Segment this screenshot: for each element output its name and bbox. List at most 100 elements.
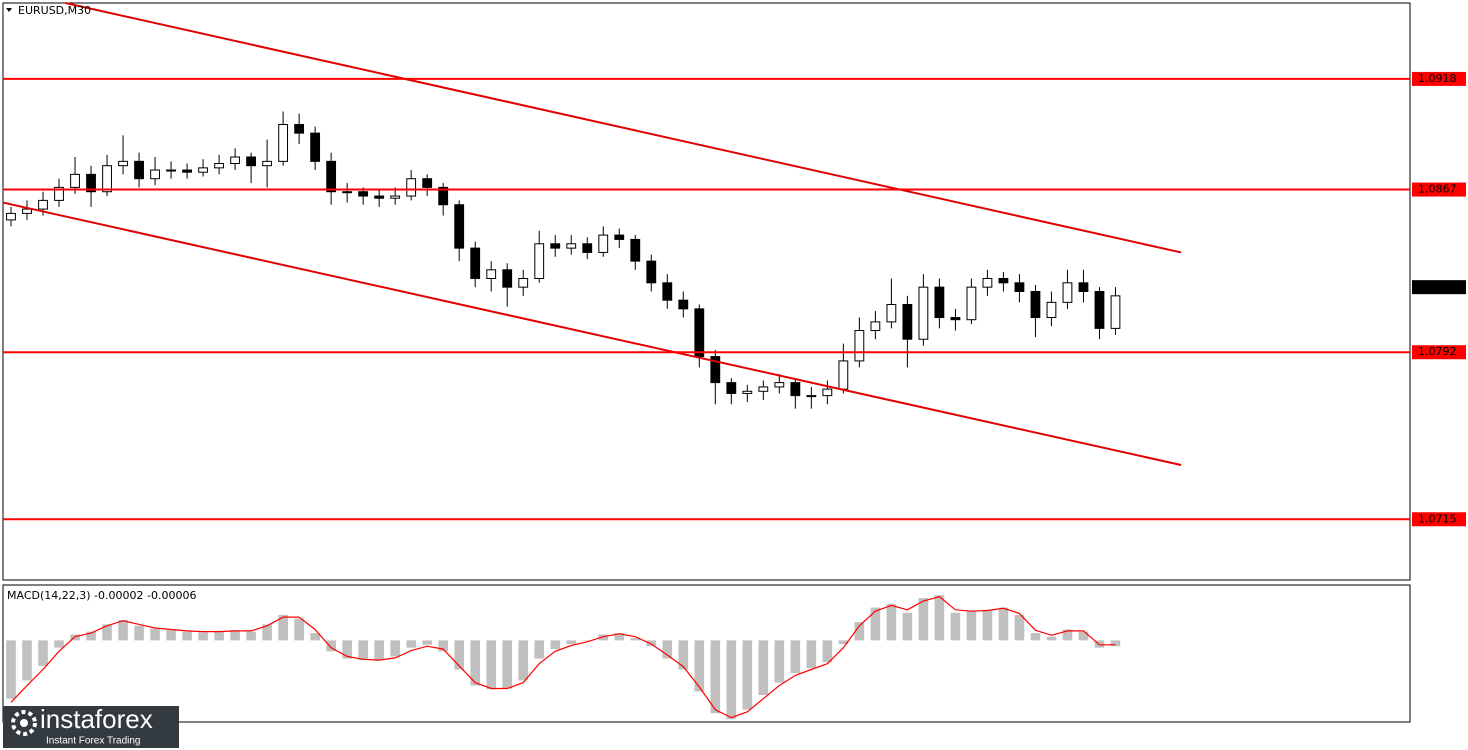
macd-bar: [342, 640, 352, 659]
macd-panel: [2, 584, 1411, 723]
candle-body: [166, 169, 176, 172]
macd-bar: [102, 624, 112, 641]
channel-line: [65, 2, 1182, 254]
candle-body: [1062, 282, 1073, 303]
macd-bar: [550, 640, 561, 650]
candle-body: [630, 238, 641, 262]
macd-bar: [390, 640, 400, 657]
symbol-menu-arrow[interactable]: [6, 8, 12, 12]
candle-body: [902, 304, 913, 340]
candle-body: [950, 317, 961, 321]
macd-bar: [902, 612, 913, 641]
candle-body: [918, 286, 929, 340]
candle-body: [742, 390, 753, 394]
macd-bar: [598, 634, 609, 641]
candle-body: [710, 356, 721, 384]
candle-body: [518, 277, 529, 288]
candle-body: [502, 269, 513, 288]
macd-bar: [1046, 636, 1057, 641]
candle-body: [758, 386, 769, 392]
candle-body: [118, 160, 128, 167]
macd-bar: [966, 611, 977, 641]
macd-bar: [118, 619, 128, 641]
macd-bar: [950, 612, 961, 641]
candle-body: [454, 204, 465, 249]
macd-bar: [230, 630, 240, 641]
macd-bar: [726, 640, 737, 720]
macd-bar: [1014, 614, 1025, 641]
macd-bar: [758, 640, 769, 696]
candle-body: [726, 382, 737, 394]
macd-bar: [326, 640, 336, 652]
candle-body: [134, 160, 144, 180]
candle-body: [150, 169, 160, 180]
macd-bar: [454, 640, 464, 670]
candle-body: [774, 382, 785, 388]
macd-bar: [790, 640, 801, 674]
last-price-box: [1412, 280, 1466, 295]
level-label: 1.0715: [1418, 512, 1457, 525]
candle-body: [966, 286, 977, 321]
macd-bar: [982, 609, 993, 641]
candle-body: [38, 199, 48, 210]
macd-bar: [710, 640, 721, 714]
macd-bar: [582, 640, 593, 641]
macd-bar: [198, 632, 208, 641]
macd-bar: [406, 640, 416, 648]
candle-body: [1110, 295, 1121, 329]
macd-bar: [358, 640, 368, 661]
candle-body: [822, 388, 833, 397]
logo-icon-center: [20, 719, 28, 727]
candle-body: [598, 234, 609, 253]
symbol-title: EURUSD,M30: [18, 4, 91, 17]
candle-body: [390, 195, 401, 199]
candle-body: [294, 123, 305, 134]
level-label: 1.0792: [1418, 345, 1457, 358]
macd-bar: [486, 640, 497, 690]
candle-body: [854, 330, 865, 362]
macd-bar: [262, 624, 272, 641]
macd-bar: [438, 640, 448, 652]
candle-body: [86, 173, 96, 193]
macd-bar: [166, 630, 176, 641]
candle-body: [374, 195, 385, 199]
candle-body: [534, 243, 545, 279]
level-label: 1.0918: [1418, 72, 1457, 85]
candle-body: [934, 286, 945, 319]
logo-name: instaforex: [40, 704, 153, 734]
macd-bar: [374, 640, 384, 661]
level-box: [1412, 512, 1466, 527]
macd-bar: [518, 640, 529, 681]
macd-bar: [998, 607, 1009, 641]
macd-title: MACD(14,22,3) -0.00002 -0.00006: [7, 589, 196, 602]
candle-body: [678, 299, 689, 310]
macd-bar: [294, 618, 304, 641]
macd-bar: [854, 622, 865, 641]
macd-bar: [22, 640, 32, 681]
price-panel: [2, 2, 1411, 581]
marks-layer: [6, 111, 1121, 720]
candle-body: [1094, 291, 1105, 329]
macd-bar: [886, 603, 897, 641]
candle-body: [54, 186, 64, 201]
candle-body: [790, 382, 801, 397]
macd-bar: [566, 640, 577, 645]
last-price-label: 1.0822: [1418, 280, 1457, 293]
candle-body: [358, 191, 369, 197]
candle-body: [694, 308, 705, 358]
macd-bar: [54, 640, 64, 648]
candle-body: [1030, 291, 1041, 319]
signal-line: [10, 596, 1116, 719]
macd-bar: [678, 640, 689, 670]
macd-bar: [662, 640, 673, 659]
macd-bar: [86, 631, 96, 641]
macd-bar: [6, 640, 16, 699]
candle-body: [198, 167, 208, 173]
candle-body: [870, 321, 881, 332]
candle-body: [614, 234, 625, 240]
candle-body: [342, 191, 353, 194]
level-box: [1412, 71, 1466, 86]
macd-bar: [806, 640, 817, 669]
